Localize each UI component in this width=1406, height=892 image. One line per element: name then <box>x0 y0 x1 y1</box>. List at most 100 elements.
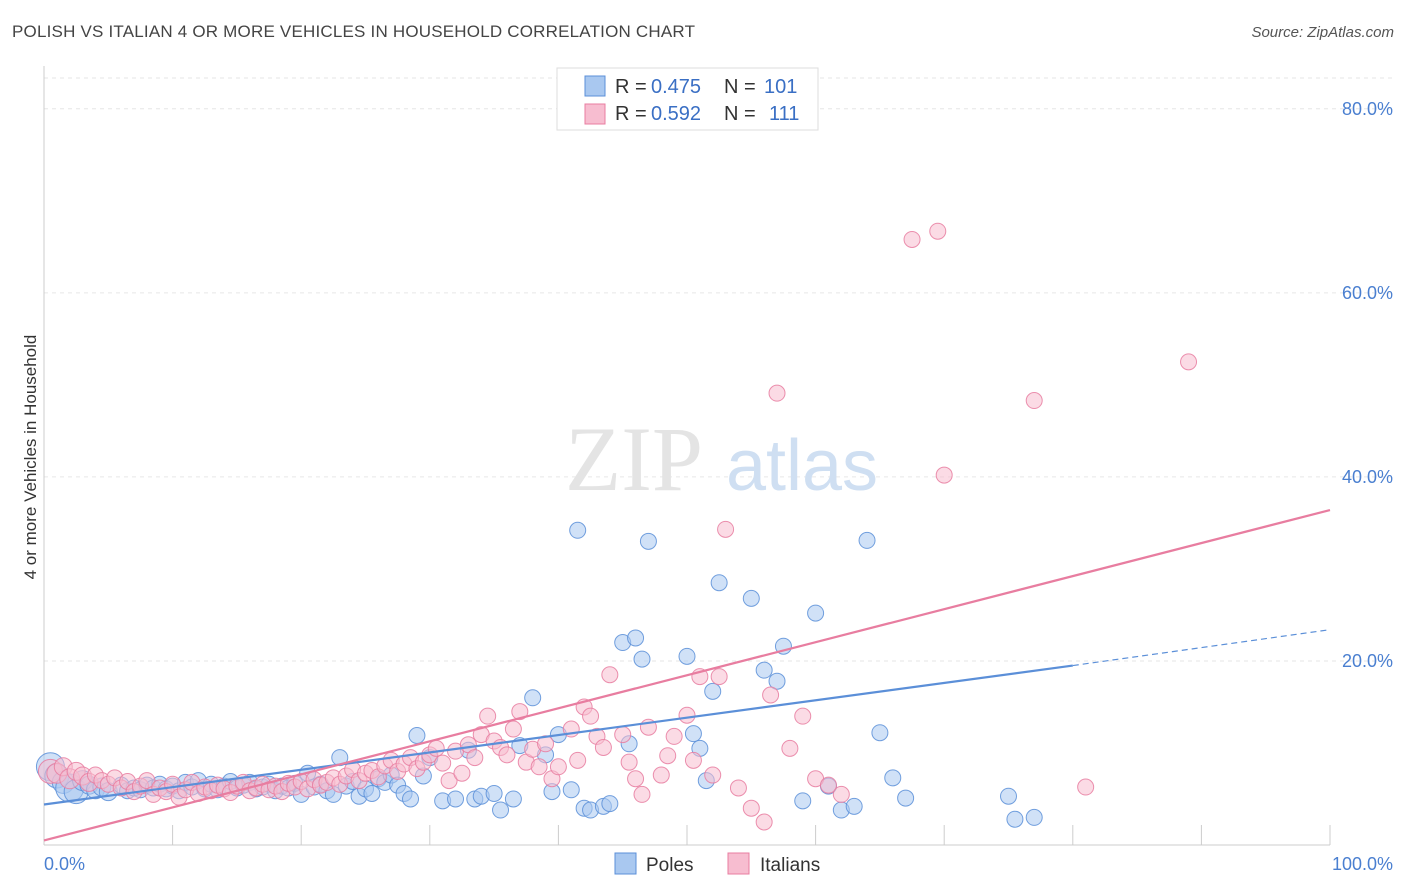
watermark-atlas: atlas <box>726 426 878 506</box>
point-italians <box>569 751 587 769</box>
point-poles <box>601 795 619 813</box>
y-tick-label: 60.0% <box>1342 283 1393 303</box>
legend-n-value-poles: 101 <box>764 76 797 98</box>
y-tick-label: 20.0% <box>1342 651 1393 671</box>
point-italians <box>434 754 452 772</box>
point-italians <box>929 222 947 240</box>
point-poles <box>742 589 760 607</box>
bottom-legend: Poles Italians <box>614 852 820 876</box>
x-tick-label-min: 0.0% <box>44 854 85 874</box>
point-italians <box>1180 353 1198 371</box>
point-poles <box>639 532 657 550</box>
point-italians <box>665 727 683 745</box>
point-poles <box>858 531 876 549</box>
y-axis-title: 4 or more Vehicles in Household <box>21 335 40 580</box>
point-italians <box>794 707 812 725</box>
point-poles <box>633 650 651 668</box>
point-italians <box>768 384 786 402</box>
point-italians <box>530 758 548 776</box>
bottom-legend-italians: Italians <box>760 855 820 876</box>
point-italians <box>620 753 638 771</box>
point-poles <box>884 769 902 787</box>
watermark: ZIP atlas <box>565 408 878 510</box>
point-italians <box>511 703 529 721</box>
trend-line-poles <box>43 664 1073 806</box>
point-italians <box>504 720 522 738</box>
gridlines <box>44 77 1395 662</box>
point-italians <box>627 770 645 788</box>
point-poles <box>492 801 510 819</box>
point-poles <box>807 604 825 622</box>
point-italians <box>601 666 619 684</box>
point-italians <box>427 739 445 757</box>
point-italians <box>453 764 471 782</box>
point-poles <box>755 661 773 679</box>
point-poles <box>684 725 702 743</box>
point-italians <box>1025 392 1043 410</box>
point-poles <box>569 521 587 539</box>
point-poles <box>363 784 381 802</box>
point-poles <box>504 790 522 808</box>
legend-n-label: N = <box>724 103 756 125</box>
legend-r-label: R = <box>615 76 647 98</box>
point-italians <box>729 779 747 797</box>
point-italians <box>498 746 516 764</box>
point-poles <box>1025 808 1043 826</box>
trend-line-italians <box>43 508 1331 842</box>
chart-title: POLISH VS ITALIAN 4 OR MORE VEHICLES IN … <box>12 22 696 41</box>
series-italians-points <box>37 222 1198 831</box>
point-italians <box>582 707 600 725</box>
legend: R = 0.475 N = 101 R = 0.592 N = 111 <box>556 67 819 131</box>
point-poles <box>402 790 420 808</box>
point-italians <box>832 785 850 803</box>
trend-line-poles-extrapolated <box>1072 629 1331 667</box>
y-tick-label: 80.0% <box>1342 99 1393 119</box>
point-italians <box>138 772 156 790</box>
point-italians <box>710 668 728 686</box>
point-poles <box>710 574 728 592</box>
x-tick-label-max: 100.0% <box>1332 854 1393 874</box>
trend-lines <box>43 508 1331 842</box>
legend-n-value-italians: 111 <box>769 103 799 125</box>
point-italians <box>742 799 760 817</box>
point-italians <box>684 751 702 769</box>
point-poles <box>447 790 465 808</box>
point-italians <box>678 706 696 724</box>
point-poles <box>1000 787 1017 805</box>
point-italians <box>652 766 670 784</box>
point-poles <box>897 789 915 807</box>
point-italians <box>659 747 677 765</box>
point-poles <box>678 647 696 665</box>
point-italians <box>704 766 722 784</box>
point-poles <box>845 797 863 815</box>
bottom-legend-swatch-poles <box>614 852 637 875</box>
point-italians <box>466 749 484 767</box>
legend-n-label: N = <box>724 76 756 98</box>
y-tick-labels: 20.0% 40.0% 60.0% 80.0% <box>1342 99 1393 671</box>
source-label: Source: ZipAtlas.com <box>1251 24 1394 41</box>
point-poles <box>768 672 786 690</box>
point-poles <box>485 784 503 802</box>
point-italians <box>1077 778 1095 796</box>
point-italians <box>935 466 953 484</box>
axes <box>43 66 1331 846</box>
point-italians <box>614 726 632 744</box>
point-italians <box>594 738 612 756</box>
point-italians <box>762 686 780 704</box>
point-poles <box>562 781 580 799</box>
point-poles <box>794 792 812 810</box>
legend-r-value-italians: 0.592 <box>651 103 701 125</box>
point-italians <box>755 813 773 831</box>
point-italians <box>549 758 567 776</box>
point-italians <box>633 785 651 803</box>
bottom-legend-poles: Poles <box>646 855 694 876</box>
point-poles <box>408 726 426 744</box>
point-poles <box>524 689 542 707</box>
legend-swatch-poles <box>584 75 606 97</box>
watermark-zip: ZIP <box>565 408 703 510</box>
point-italians <box>479 707 497 725</box>
point-italians <box>717 520 735 538</box>
legend-r-value-poles: 0.475 <box>651 76 701 98</box>
legend-swatch-italians <box>584 103 606 125</box>
point-italians <box>819 776 837 794</box>
